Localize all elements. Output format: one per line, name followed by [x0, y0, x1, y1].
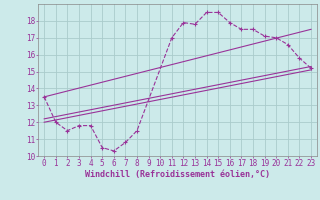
- X-axis label: Windchill (Refroidissement éolien,°C): Windchill (Refroidissement éolien,°C): [85, 170, 270, 179]
